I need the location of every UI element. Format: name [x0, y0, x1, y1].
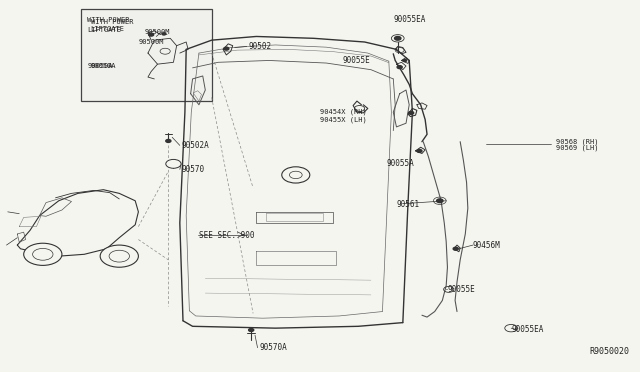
Circle shape: [224, 47, 229, 50]
Text: 90055EA: 90055EA: [394, 15, 426, 24]
Circle shape: [403, 60, 406, 62]
Circle shape: [408, 112, 413, 114]
Text: 90570: 90570: [181, 165, 204, 174]
Circle shape: [100, 245, 138, 267]
Circle shape: [148, 33, 154, 36]
Text: 90502A: 90502A: [181, 141, 209, 150]
Circle shape: [436, 199, 443, 203]
Text: WITH POWER: WITH POWER: [88, 17, 130, 23]
Text: 90455X (LH): 90455X (LH): [320, 116, 367, 123]
Circle shape: [417, 150, 422, 153]
Circle shape: [166, 140, 171, 142]
Text: 90500M: 90500M: [138, 39, 164, 45]
Circle shape: [397, 65, 402, 68]
Circle shape: [162, 33, 166, 35]
Text: 90050A: 90050A: [91, 63, 116, 69]
Text: WITH POWER
LIFTGATE: WITH POWER LIFTGATE: [91, 19, 133, 32]
Text: 90454X (RH): 90454X (RH): [320, 109, 367, 115]
Text: 90055E: 90055E: [342, 56, 370, 65]
Circle shape: [394, 36, 401, 40]
Circle shape: [24, 243, 62, 265]
Text: 90055A: 90055A: [387, 159, 415, 169]
Text: 90500M: 90500M: [145, 29, 170, 35]
Text: 90570A: 90570A: [259, 343, 287, 352]
Circle shape: [282, 167, 310, 183]
Text: SEE SEC. 900: SEE SEC. 900: [199, 231, 255, 240]
Circle shape: [166, 160, 181, 168]
Text: 90569 (LH): 90569 (LH): [556, 145, 598, 151]
Text: 90568 (RH): 90568 (RH): [556, 138, 598, 145]
Bar: [81, 9, 212, 101]
Text: 90502: 90502: [248, 42, 272, 51]
Text: 90055EA: 90055EA: [511, 326, 543, 334]
Text: 90561: 90561: [396, 200, 420, 209]
Text: LIFTGATE: LIFTGATE: [88, 27, 122, 33]
Text: R9050020: R9050020: [589, 347, 629, 356]
Text: 90055E: 90055E: [447, 285, 475, 294]
Circle shape: [248, 328, 253, 331]
Text: 90456M: 90456M: [473, 241, 500, 250]
Circle shape: [453, 247, 458, 250]
Text: 90050A: 90050A: [88, 63, 113, 69]
